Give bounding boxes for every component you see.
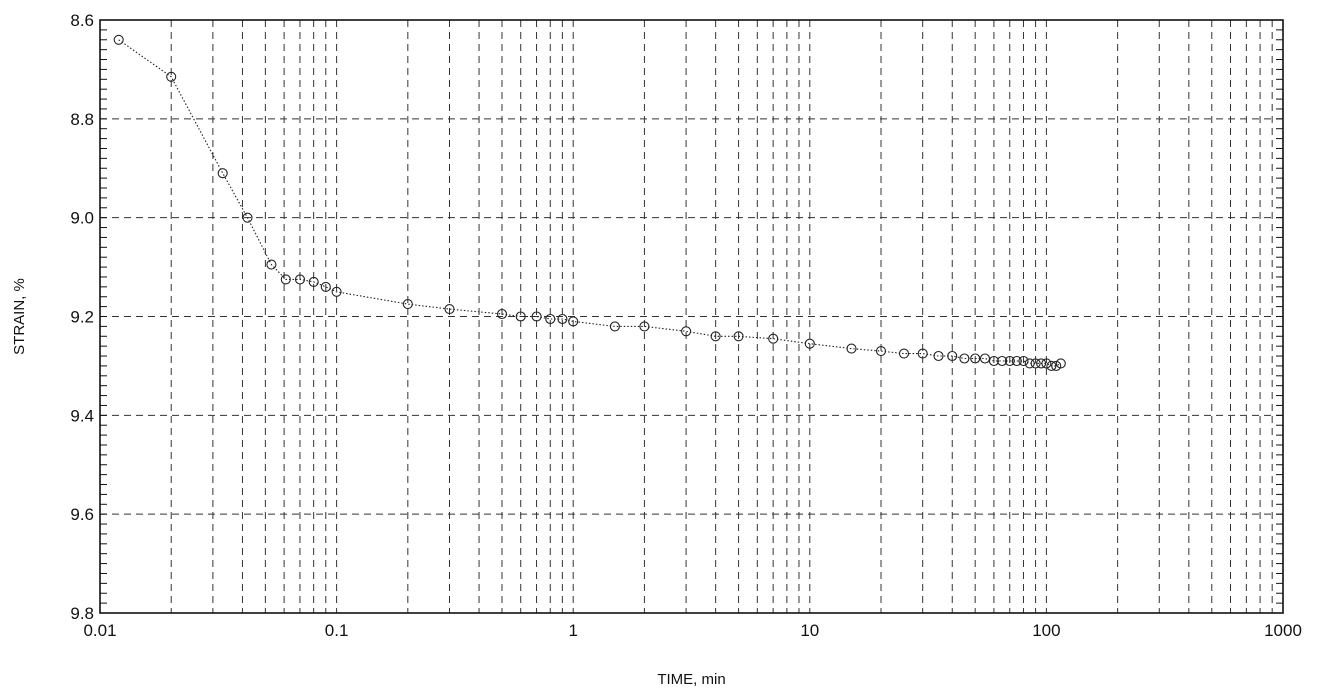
data-point-0 (113, 34, 124, 45)
y-tick-label-5: 9.6 (70, 505, 94, 524)
data-point-16 (557, 313, 568, 325)
x-tick-label-0: 0.01 (83, 621, 116, 640)
data-point-34 (988, 355, 999, 367)
data-point-30 (947, 350, 958, 362)
data-point-42 (1041, 358, 1052, 369)
data-point-21 (710, 331, 721, 342)
grid-lines (100, 20, 1283, 613)
data-point-18 (609, 321, 620, 332)
data-point-19 (639, 321, 650, 332)
data-point-33 (979, 353, 991, 364)
data-point-12 (496, 308, 508, 320)
y-tick-label-1: 8.8 (70, 110, 94, 129)
x-axis-title: TIME, min (657, 671, 725, 688)
data-point-23 (768, 333, 779, 344)
data-point-32 (970, 353, 981, 364)
data-point-10 (402, 299, 413, 310)
data-point-6 (294, 274, 306, 285)
data-point-29 (933, 350, 944, 362)
data-point-31 (959, 353, 970, 364)
data-point-1 (166, 71, 177, 82)
y-tick-label-3: 9.2 (70, 308, 94, 327)
data-point-37 (1011, 355, 1022, 367)
y-tick-labels: 8.6 8.8 9.0 9.2 9.4 9.6 9.8 (70, 11, 94, 623)
data-point-43 (1046, 360, 1057, 371)
y-tick-label-6: 9.8 (70, 604, 94, 623)
data-point-7 (308, 276, 319, 287)
y-tick-label-4: 9.4 (70, 406, 94, 425)
x-tick-label-4: 100 (1032, 621, 1060, 640)
data-point-4 (266, 259, 277, 270)
data-point-2 (217, 168, 228, 179)
data-point-8 (320, 281, 331, 292)
data-point-27 (898, 348, 910, 359)
data-point-13 (515, 311, 526, 322)
data-point-25 (846, 343, 857, 354)
y-tick-label-2: 9.0 (70, 209, 94, 228)
data-point-35 (997, 355, 1008, 367)
x-tick-labels: 0.01 0.1 1 10 100 1000 (83, 621, 1301, 640)
data-point-24 (804, 338, 815, 349)
data-point-22 (733, 331, 744, 342)
data-point-41 (1036, 358, 1047, 369)
y-axis-title: STRAIN, % (11, 278, 28, 355)
y-tick-label-0: 8.6 (70, 11, 94, 30)
x-tick-label-5: 1000 (1264, 621, 1302, 640)
data-point-45 (1055, 358, 1066, 369)
x-tick-label-3: 10 (800, 621, 819, 640)
data-point-3 (242, 212, 253, 223)
plot-frame (99, 19, 1284, 614)
data-point-40 (1030, 358, 1041, 369)
data-point-11 (444, 304, 455, 315)
data-point-28 (917, 348, 928, 359)
data-point-9 (331, 286, 342, 297)
data-point-20 (681, 326, 692, 337)
data-point-36 (1004, 355, 1015, 367)
data-point-15 (545, 313, 556, 325)
data-point-39 (1024, 358, 1035, 369)
axis-minor-ticks (100, 19, 1283, 614)
data-point-38 (1018, 355, 1029, 367)
data-point-14 (531, 311, 542, 322)
series-strain (113, 34, 1066, 371)
x-tick-label-2: 1 (568, 621, 577, 640)
data-point-17 (568, 316, 579, 327)
data-point-26 (875, 346, 887, 357)
x-tick-label-1: 0.1 (325, 621, 349, 640)
data-point-5 (280, 274, 291, 285)
